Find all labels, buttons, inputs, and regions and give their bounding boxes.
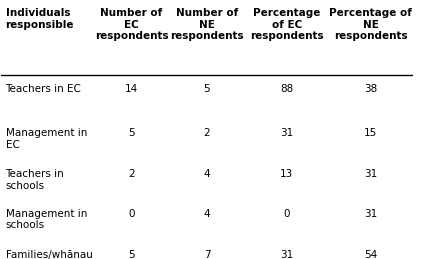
Text: Number of
EC
respondents: Number of EC respondents — [95, 8, 168, 41]
Text: 14: 14 — [125, 84, 138, 94]
Text: 31: 31 — [280, 250, 293, 259]
Text: 54: 54 — [364, 250, 377, 259]
Text: 38: 38 — [364, 84, 377, 94]
Text: 5: 5 — [204, 84, 210, 94]
Text: Teachers in
schools: Teachers in schools — [5, 169, 64, 191]
Text: 13: 13 — [280, 169, 293, 179]
Text: Management in
EC: Management in EC — [5, 128, 87, 150]
Text: 2: 2 — [128, 169, 135, 179]
Text: 5: 5 — [128, 250, 135, 259]
Text: Number of
NE
respondents: Number of NE respondents — [170, 8, 244, 41]
Text: 0: 0 — [128, 209, 135, 219]
Text: 31: 31 — [364, 209, 377, 219]
Text: 31: 31 — [364, 169, 377, 179]
Text: 15: 15 — [364, 128, 377, 138]
Text: 7: 7 — [204, 250, 210, 259]
Text: Percentage
of EC
respondents: Percentage of EC respondents — [250, 8, 324, 41]
Text: Families/whānau: Families/whānau — [5, 250, 92, 259]
Text: 0: 0 — [284, 209, 290, 219]
Text: 4: 4 — [204, 169, 210, 179]
Text: 31: 31 — [280, 128, 293, 138]
Text: 4: 4 — [204, 209, 210, 219]
Text: 5: 5 — [128, 128, 135, 138]
Text: 2: 2 — [204, 128, 210, 138]
Text: 88: 88 — [280, 84, 293, 94]
Text: Management in
schools: Management in schools — [5, 209, 87, 230]
Text: Percentage of
NE
respondents: Percentage of NE respondents — [329, 8, 412, 41]
Text: Individuals
responsible: Individuals responsible — [5, 8, 74, 30]
Text: Teachers in EC: Teachers in EC — [5, 84, 81, 94]
